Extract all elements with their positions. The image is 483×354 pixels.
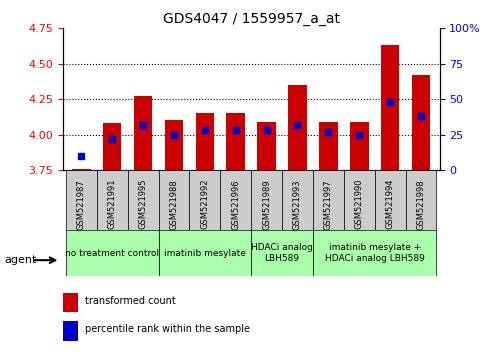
Point [232,127,240,133]
FancyBboxPatch shape [282,170,313,230]
FancyBboxPatch shape [251,230,313,276]
Bar [63,321,78,341]
FancyBboxPatch shape [66,230,158,276]
FancyBboxPatch shape [251,170,282,230]
FancyBboxPatch shape [406,170,437,230]
Point [108,136,116,142]
Bar [227,113,245,170]
Point [170,132,178,137]
Text: GSM521989: GSM521989 [262,179,271,230]
Text: imatinib mesylate: imatinib mesylate [164,249,246,258]
Bar [103,123,121,170]
Point [294,122,301,127]
Text: GSM521995: GSM521995 [139,179,148,229]
Bar [196,113,214,170]
Text: transformed count: transformed count [85,296,176,306]
Point [77,153,85,159]
Point [263,127,270,133]
Bar [165,120,183,170]
FancyBboxPatch shape [158,230,251,276]
Bar [72,169,91,170]
Text: GSM521997: GSM521997 [324,179,333,230]
Bar [319,122,338,170]
Bar [288,85,307,170]
FancyBboxPatch shape [375,170,406,230]
FancyBboxPatch shape [158,170,189,230]
Text: HDACi analog
LBH589: HDACi analog LBH589 [251,244,313,263]
Text: imatinib mesylate +
HDACi analog LBH589: imatinib mesylate + HDACi analog LBH589 [325,244,425,263]
Title: GDS4047 / 1559957_a_at: GDS4047 / 1559957_a_at [163,12,340,26]
Point [386,99,394,105]
Text: GSM521990: GSM521990 [355,179,364,229]
Bar [257,122,276,170]
Bar [350,122,369,170]
Text: GSM521994: GSM521994 [385,179,395,229]
Text: agent: agent [5,255,37,265]
FancyBboxPatch shape [313,170,344,230]
Text: GSM521988: GSM521988 [170,179,178,230]
FancyBboxPatch shape [66,170,97,230]
Point [201,127,209,133]
Point [325,129,332,135]
Text: GSM521993: GSM521993 [293,179,302,230]
Text: GSM521991: GSM521991 [108,179,117,229]
Text: GSM521998: GSM521998 [416,179,426,230]
Bar [412,75,430,170]
Point [139,122,147,127]
Bar [134,96,152,170]
Bar [381,45,399,170]
Text: no treatment control: no treatment control [65,249,159,258]
Point [355,132,363,137]
FancyBboxPatch shape [97,170,128,230]
FancyBboxPatch shape [344,170,375,230]
Text: percentile rank within the sample: percentile rank within the sample [85,324,250,334]
Text: GSM521987: GSM521987 [77,179,86,230]
FancyBboxPatch shape [313,230,437,276]
Point [417,113,425,119]
Bar [63,293,78,312]
Text: GSM521992: GSM521992 [200,179,209,229]
FancyBboxPatch shape [220,170,251,230]
Text: GSM521996: GSM521996 [231,179,240,230]
FancyBboxPatch shape [128,170,158,230]
FancyBboxPatch shape [189,170,220,230]
